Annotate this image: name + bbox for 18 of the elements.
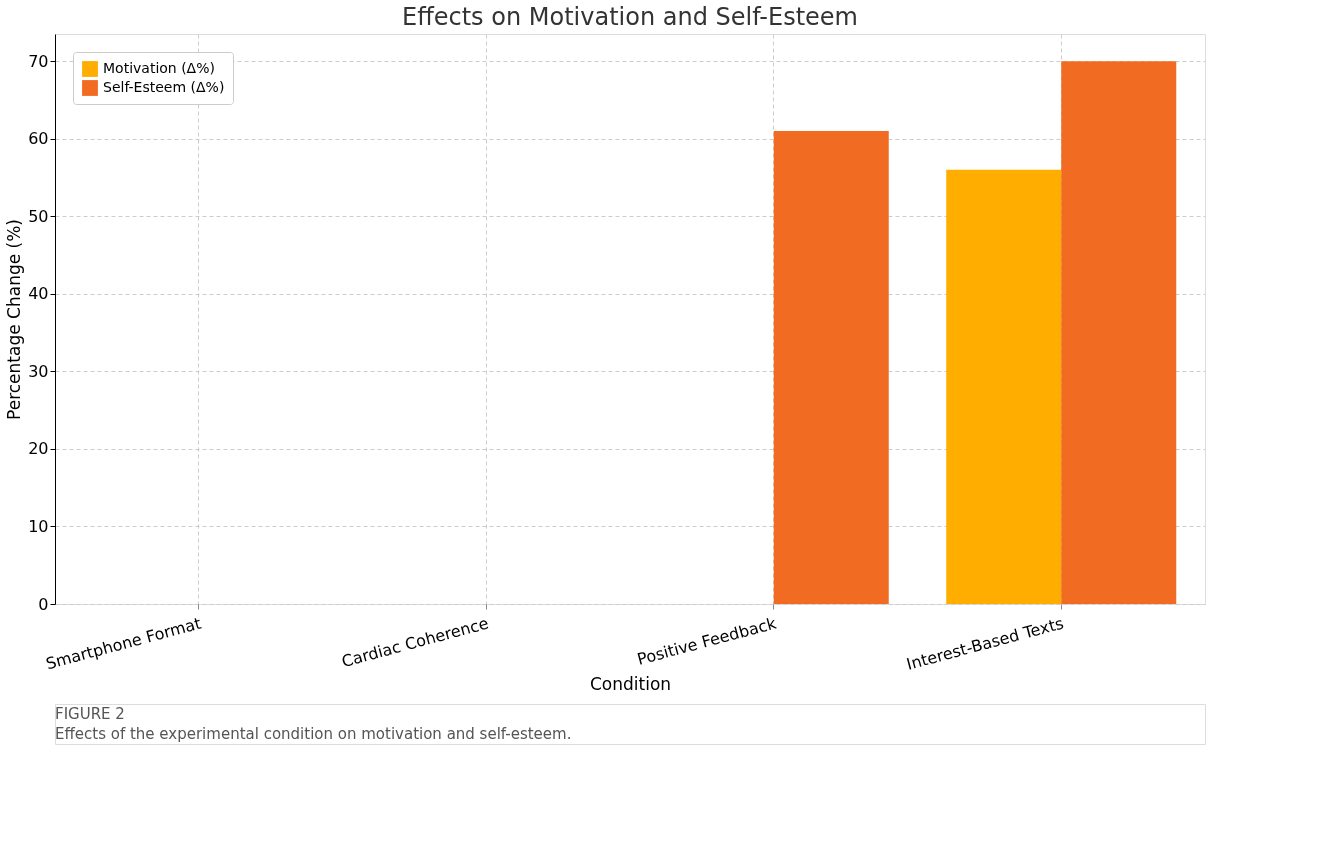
chart-title: Effects on Motivation and Self-Esteem (402, 3, 858, 31)
y-tick-label: 40 (28, 284, 49, 304)
y-tick-label: 70 (28, 51, 49, 71)
bar (773, 130, 889, 604)
bar (946, 169, 1062, 604)
y-tick-label: 30 (28, 361, 49, 381)
text: Effects of the experimental condition on motivation and self-esteem. (55, 725, 572, 743)
y-tick-label: 50 (28, 206, 49, 226)
y-axis-title: Percentage Change (%) (4, 219, 25, 420)
bar (1061, 61, 1177, 604)
legend-label: Self-Esteem (Δ%) (103, 79, 225, 95)
y-tick-label: 0 (38, 594, 49, 614)
x-axis-title: Condition (589, 673, 672, 694)
y-tick-label: 10 (28, 516, 49, 536)
legend-label: Motivation (Δ%) (103, 60, 215, 76)
caption: FIGURE 2 (55, 705, 125, 723)
y-tick-label: 60 (28, 129, 49, 149)
y-tick-label: 20 (28, 439, 49, 459)
